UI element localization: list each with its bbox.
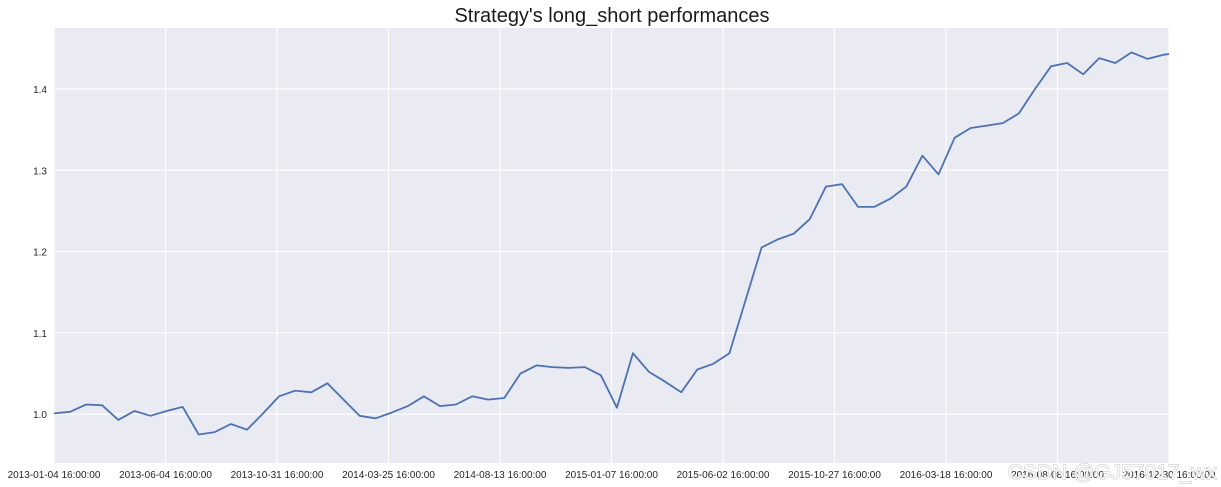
y-tick-label: 1.1 (33, 329, 47, 340)
x-tick-label: 2013-10-31 16:00:00 (231, 470, 324, 481)
chart-title: Strategy's long_short performances (454, 5, 769, 27)
series-line (53, 51, 1170, 436)
x-axis: 2013-01-04 16:00:00 2013-06-04 16:00:00 20… (8, 470, 1216, 481)
x-tick-label: 2014-08-13 16:00:00 (454, 470, 547, 481)
x-tick-label: 2016-12-30 16:00:00 (1123, 470, 1216, 481)
x-tick-label: 2015-01-07 16:00:00 (565, 470, 658, 481)
x-tick-label: 2013-01-04 16:00:00 (8, 470, 101, 481)
x-tick-label: 2016-03-18 16:00:00 (900, 470, 993, 481)
y-tick-label: 1.2 (33, 248, 47, 259)
x-tick-label: 2013-06-04 16:00:00 (119, 470, 212, 481)
y-axis: 1.0 1.1 1.2 1.3 1.4 (33, 85, 47, 421)
y-tick-label: 1.3 (33, 166, 47, 177)
x-tick-label: 2015-10-27 16:00:00 (788, 470, 881, 481)
x-tick-label: 2014-03-25 16:00:00 (342, 470, 435, 481)
x-tick-label: 2015-06-02 16:00:00 (677, 470, 770, 481)
gridlines (53, 28, 1170, 463)
x-tick-label: 2016-08-08 16:00:00 (1011, 470, 1104, 481)
y-tick-label: 1.4 (33, 85, 47, 96)
series-layer (53, 51, 1170, 436)
y-tick-label: 1.0 (33, 410, 47, 421)
watermark: CSDN @GJ57017_wx (1008, 461, 1218, 484)
